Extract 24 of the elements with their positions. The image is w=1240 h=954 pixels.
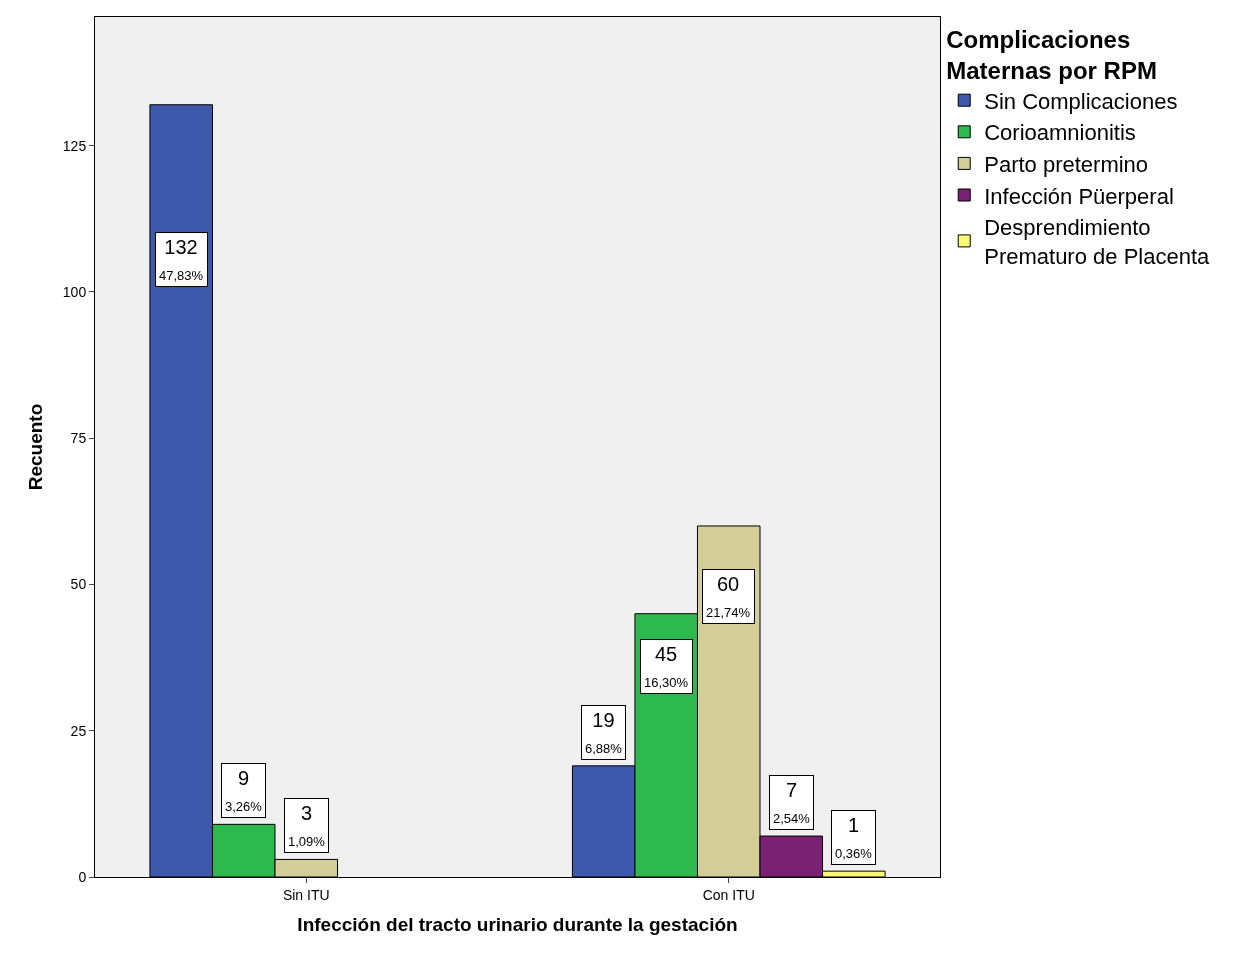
legend-label: Parto pretermino [984, 151, 1149, 177]
data-label: 19 6,88% [585, 709, 623, 756]
data-label: 60 21,74% [706, 573, 751, 620]
y-tick-label: 25 [70, 722, 87, 739]
x-tick-label: Sin ITU [282, 886, 330, 903]
y-tick-label: 50 [70, 576, 87, 593]
legend-title: Complicaciones Maternas por RPM [946, 26, 1157, 85]
data-label: 7 2,54% [773, 779, 811, 826]
y-tick-label: 100 [62, 283, 87, 300]
data-label: 132 47,83% [159, 236, 204, 283]
data-label: 1 0,36% [835, 814, 873, 861]
y-tick-label: 75 [70, 430, 87, 447]
legend-label: Sin Complicaciones [984, 88, 1178, 114]
y-axis-title: Recuento [24, 403, 46, 491]
data-label: 45 16,30% [644, 643, 689, 690]
y-tick-label: 0 [78, 868, 87, 885]
x-axis-title: Infección del tracto urinario durante la gestación [297, 913, 738, 935]
data-label: 3 1,09% [288, 802, 326, 849]
legend-label: Corioamnionitis [984, 120, 1136, 146]
legend-label: Desprendimiento Prematuro de Placenta [984, 215, 1211, 269]
data-label: 9 3,26% [225, 767, 263, 814]
y-tick-label: 125 [62, 137, 87, 154]
x-tick-label: Con ITU [702, 886, 755, 903]
legend-label: Infección Püerperal [984, 183, 1174, 209]
